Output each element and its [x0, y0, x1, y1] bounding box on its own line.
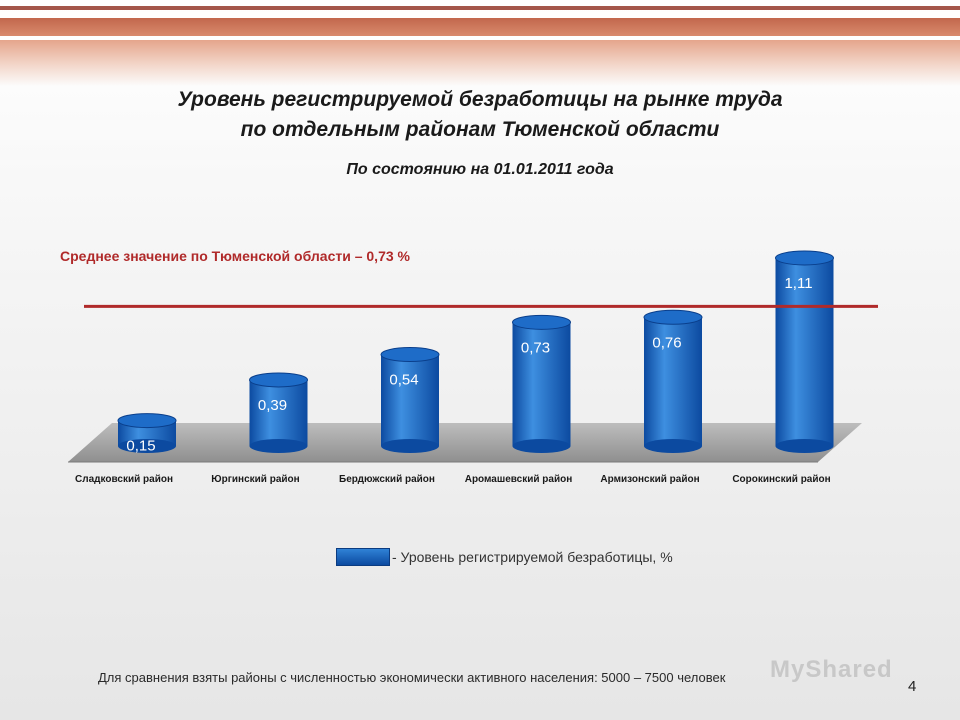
bar-base	[775, 439, 834, 453]
chart-floor	[68, 423, 862, 462]
bar	[512, 322, 571, 446]
legend-swatch	[336, 548, 390, 566]
data-label: 1,11	[784, 275, 812, 292]
bar-top	[775, 250, 834, 266]
data-label: 0,76	[652, 334, 681, 351]
chart-legend: - Уровень регистрируемой безработицы, %	[336, 548, 673, 566]
data-label: 0,54	[389, 372, 418, 389]
bar-top	[643, 309, 703, 325]
x-tick-label: Юргинский район	[211, 474, 299, 485]
bar-base	[118, 439, 176, 453]
chart-subtitle: По состоянию на 01.01.2011 года	[346, 161, 614, 178]
bar-top	[512, 314, 571, 330]
data-label: 0,73	[521, 339, 550, 356]
x-tick-label: Бердюжский район	[339, 474, 435, 485]
bar	[249, 379, 308, 446]
bar	[381, 354, 439, 446]
footnote: Для сравнения взяты районы с численность…	[98, 670, 726, 685]
bar	[775, 258, 834, 446]
x-tick-label: Сорокинский район	[732, 474, 830, 485]
x-tick-label: Аромашевский район	[465, 474, 573, 485]
header-band-fade	[0, 40, 960, 86]
bar	[644, 317, 702, 446]
data-label: 0,39	[258, 397, 287, 414]
data-label: 0,15	[126, 438, 155, 455]
header-band-gap	[0, 12, 960, 18]
header-band-dark	[0, 6, 960, 10]
bar-top	[117, 413, 177, 429]
header-band-white	[0, 0, 960, 6]
bar-base	[512, 439, 571, 453]
x-tick-label: Сладковский район	[75, 474, 173, 485]
bar-base	[249, 439, 308, 453]
x-tick-label: Армизонский район	[600, 474, 699, 485]
watermark-logo: MyShared	[770, 656, 893, 683]
legend-label: - Уровень регистрируемой безработицы, %	[392, 549, 673, 565]
chart-title-line-2: по отдельным районам Тюменской области	[240, 118, 720, 141]
bar-top	[249, 372, 308, 388]
header-band-orange	[0, 18, 960, 36]
bar-top	[380, 347, 440, 363]
bar-base	[381, 439, 439, 453]
bar-base	[644, 439, 702, 453]
average-label: Среднее значение по Тюменской области – …	[60, 248, 410, 264]
chart-title-line-1: Уровень регистрируемой безработицы на ры…	[177, 88, 783, 111]
slide-number: 4	[908, 678, 917, 695]
